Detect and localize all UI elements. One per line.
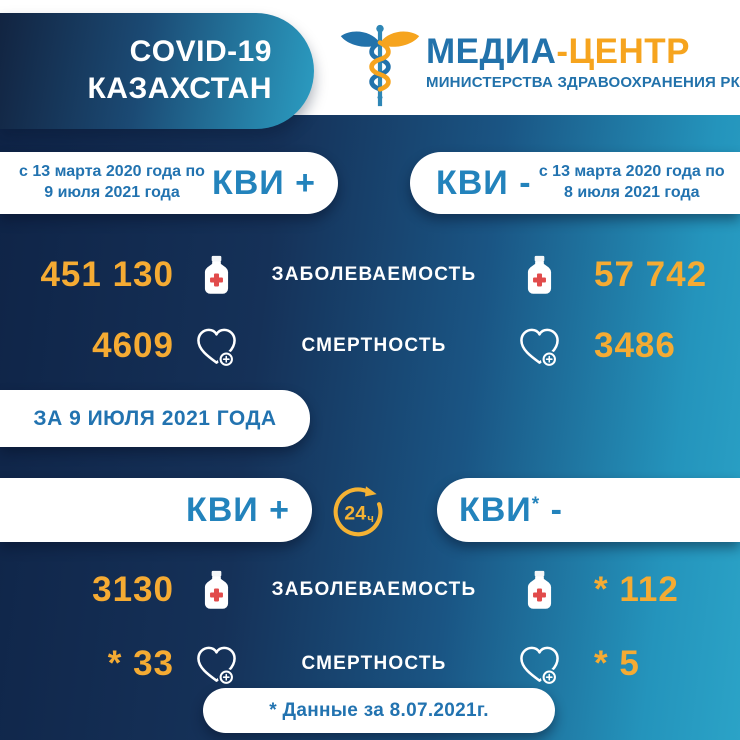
kvi-plus-illness-value: 451 130 — [40, 255, 174, 294]
kvi-minus-sign: - — [540, 490, 563, 529]
medicine-bottle-icon — [494, 255, 584, 295]
heart-stethoscope-icon — [494, 326, 584, 367]
kvi-plus-daily-pill: КВИ + — [0, 478, 312, 542]
daily-date-pill: ЗА 9 ИЮЛЯ 2021 ГОДА — [0, 390, 310, 447]
period-line1: с 13 марта 2020 года по — [538, 163, 725, 181]
heart-stethoscope-icon — [178, 644, 254, 685]
period-line2: 9 июля 2021 года — [44, 184, 180, 201]
kvi-plus-illness-value: 3130 — [92, 570, 174, 609]
logo-title-center: -ЦЕНТР — [556, 32, 690, 71]
illness-label: ЗАБОЛЕВАЕМОСТЬ — [271, 264, 477, 285]
period-line2: 8 июля 2021 года — [564, 184, 700, 201]
clock-unit: ч — [367, 513, 374, 525]
period-line1: с 13 марта 2020 года по — [19, 163, 205, 181]
media-center-logo: МЕДИА-ЦЕНТР МИНИСТЕРСТВА ЗДРАВООХРАНЕНИЯ… — [338, 18, 740, 112]
kvi-minus-asterisk: * — [531, 493, 541, 515]
kvi-minus-period: с 13 марта 2020 года по 8 июля 2021 года — [532, 162, 732, 204]
kvi-plus-cumulative-pill: с 13 марта 2020 года по 9 июля 2021 года… — [0, 152, 338, 214]
logo-title-media: МЕДИА — [426, 32, 557, 71]
cumulative-mortality-row: 4609 СМЕРТНОСТЬ 3486 — [0, 316, 740, 376]
logo-title: МЕДИА-ЦЕНТР — [426, 34, 740, 69]
kvi-minus-mortality-value: * 5 — [594, 644, 640, 683]
kvi-minus-illness-value: 57 742 — [594, 255, 708, 294]
heart-stethoscope-icon — [494, 644, 584, 685]
stats-panel: с 13 марта 2020 года по 9 июля 2021 года… — [0, 115, 740, 740]
clock-24h-icon: 24 ч — [330, 482, 386, 538]
medicine-bottle-icon — [494, 570, 584, 610]
heart-stethoscope-icon — [178, 326, 254, 367]
logo-text: МЕДИА-ЦЕНТР МИНИСТЕРСТВА ЗДРАВООХРАНЕНИЯ… — [426, 18, 740, 91]
medicine-bottle-icon — [178, 570, 254, 610]
mortality-label: СМЕРТНОСТЬ — [301, 653, 447, 674]
covid-kazakhstan-badge: COVID-19 КАЗАХСТАН — [0, 13, 314, 129]
clock-value: 24 — [344, 502, 366, 524]
kvi-plus-label: КВИ + — [185, 490, 290, 529]
kvi-minus-daily-pill: КВИ* - — [437, 478, 740, 542]
kvi-plus-mortality-value: * 33 — [107, 644, 174, 683]
kvi-minus-illness-value: * 112 — [594, 570, 679, 609]
cumulative-illness-row: 451 130 ЗАБОЛЕВАЕМОСТЬ 57 742 — [0, 245, 740, 305]
mortality-label: СМЕРТНОСТЬ — [301, 335, 447, 356]
kvi-plus-mortality-value: 4609 — [92, 326, 174, 365]
kvi-minus-cumulative-pill: КВИ - с 13 марта 2020 года по 8 июля 202… — [410, 152, 740, 214]
badge-line-country: КАЗАХСТАН — [87, 72, 272, 105]
kvi-minus-mortality-value: 3486 — [594, 326, 676, 365]
logo-subtitle: МИНИСТЕРСТВА ЗДРАВООХРАНЕНИЯ РК — [426, 74, 740, 91]
kvi-minus-label: КВИ - — [436, 163, 532, 202]
caduceus-icon — [338, 18, 422, 112]
kvi-minus-text: КВИ — [459, 490, 532, 529]
kvi-plus-label: КВИ + — [211, 163, 316, 202]
kvi-plus-period: с 13 марта 2020 года по 9 июля 2021 года — [12, 162, 212, 204]
kvi-minus-label: КВИ* - — [459, 491, 563, 530]
daily-mortality-row: * 33 СМЕРТНОСТЬ * 5 — [0, 634, 740, 694]
medicine-bottle-icon — [178, 255, 254, 295]
badge-line-covid: COVID-19 — [129, 35, 272, 69]
daily-illness-row: 3130 ЗАБОЛЕВАЕМОСТЬ * 112 — [0, 560, 740, 620]
illness-label: ЗАБОЛЕВАЕМОСТЬ — [271, 579, 477, 600]
footnote-pill: * Данные за 8.07.2021г. — [203, 688, 555, 733]
